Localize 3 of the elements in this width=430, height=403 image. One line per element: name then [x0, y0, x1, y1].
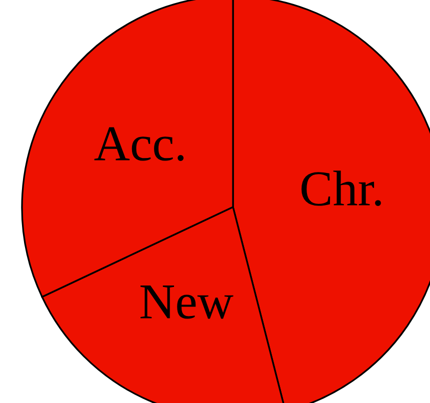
slice-label: New: [140, 286, 234, 319]
slice-label: Chr.: [302, 170, 381, 206]
slice-label: Acc.: [94, 127, 184, 161]
